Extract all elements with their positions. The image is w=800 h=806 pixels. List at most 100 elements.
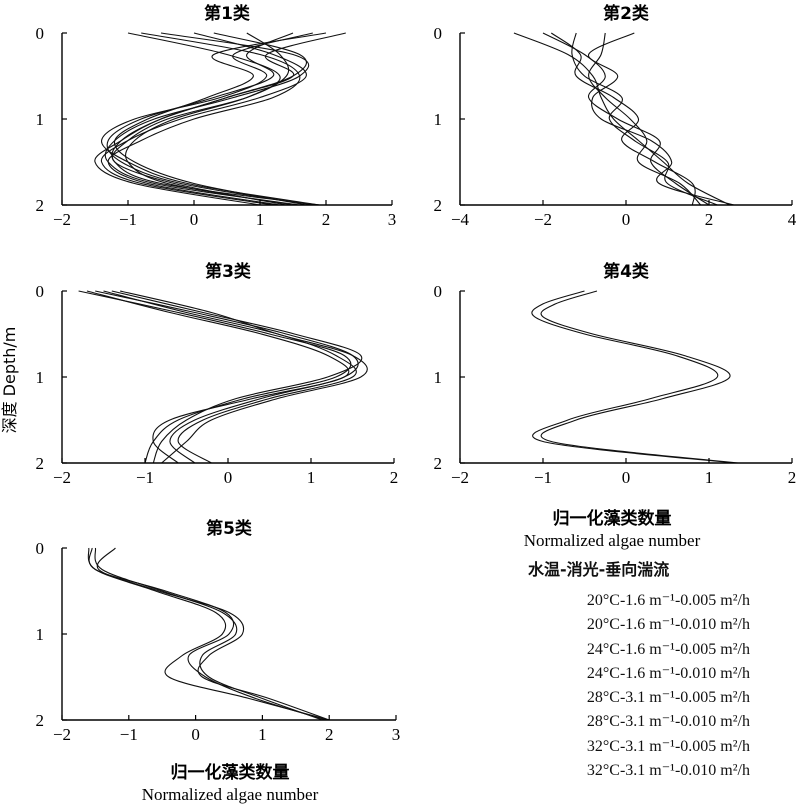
series-line <box>104 32 310 205</box>
x-tick-label: 2 <box>705 210 714 229</box>
series-line <box>588 32 735 205</box>
series-line <box>94 547 323 720</box>
x-tick-label: 2 <box>788 468 797 487</box>
y-tick-label: 1 <box>36 368 45 387</box>
panel-5: 第5类 −2 −1 0 1 2 3 0 1 2 <box>36 518 401 744</box>
series-line <box>101 32 307 205</box>
x-tick-label: 3 <box>388 210 397 229</box>
x-tick-label: 2 <box>322 210 331 229</box>
series-line <box>540 290 739 463</box>
x-tick-label: −1 <box>534 468 552 487</box>
x-tick-label: −1 <box>120 725 138 744</box>
x-tick-label: 1 <box>307 468 316 487</box>
y-tick-label: 0 <box>434 24 443 43</box>
x-tick-label: 0 <box>224 468 233 487</box>
y-tick-label: 1 <box>36 625 45 644</box>
series-line <box>106 32 313 205</box>
y-tick-label: 2 <box>434 196 443 215</box>
series-line <box>571 32 718 205</box>
panel-title: 第3类 <box>205 261 252 282</box>
y-tick-label: 2 <box>36 454 45 473</box>
series-group <box>513 32 735 205</box>
legend-item: 28°C-3.1 m⁻¹-0.005 m²/h <box>586 689 750 707</box>
x-tick-label: 0 <box>191 725 200 744</box>
x-tick-label: 4 <box>788 210 797 229</box>
legend-item: 28°C-3.1 m⁻¹-0.010 m²/h <box>586 713 750 731</box>
panel-title: 第2类 <box>603 3 650 24</box>
series-line <box>103 290 357 463</box>
y-tick-label: 0 <box>36 24 45 43</box>
series-line <box>86 290 350 463</box>
x-axis-title-en-right: Normalized algae number <box>524 531 701 550</box>
y-tick-label: 1 <box>36 110 45 129</box>
y-tick-label: 2 <box>36 196 45 215</box>
series-line <box>125 32 294 205</box>
panel-2: 第2类 −4 −2 0 2 4 0 1 2 <box>434 3 797 229</box>
panel-4: 第4类 −2 −1 0 1 2 0 1 2 <box>434 261 797 487</box>
x-tick-label: −2 <box>53 210 71 229</box>
x-axis-title-cn-right: 归一化藻类数量 <box>553 508 672 529</box>
x-tick-label: −1 <box>136 468 154 487</box>
legend-item: 24°C-1.6 m⁻¹-0.010 m²/h <box>586 664 750 682</box>
x-tick-label: −2 <box>534 210 552 229</box>
panel-title: 第1类 <box>204 3 251 24</box>
series-line <box>588 32 702 205</box>
series-line <box>113 32 327 205</box>
x-tick-label: 0 <box>190 210 199 229</box>
legend-title: 水温-消光-垂向湍流 <box>528 560 670 579</box>
panels: 第1类 −2 −1 0 1 2 3 0 1 2 第2类 −4 −2 0 2 4 0 1 2 第3类 −2 −1 0 1 2 0 1 2… <box>36 3 797 744</box>
series-line <box>96 547 330 720</box>
series-group <box>94 32 346 205</box>
series-line <box>78 290 352 463</box>
panel-title: 第5类 <box>206 518 253 539</box>
series-line <box>87 547 330 720</box>
legend-item: 20°C-1.6 m⁻¹-0.005 m²/h <box>586 592 750 609</box>
x-tick-label: −1 <box>119 210 137 229</box>
x-tick-label: 2 <box>325 725 334 744</box>
legend-item: 32°C-3.1 m⁻¹-0.010 m²/h <box>586 762 750 780</box>
y-tick-label: 2 <box>434 454 443 473</box>
y-tick-label: 1 <box>434 368 443 387</box>
y-tick-label: 0 <box>36 539 45 558</box>
legend-item: 24°C-1.6 m⁻¹-0.005 m²/h <box>586 640 750 658</box>
x-tick-label: 1 <box>258 725 267 744</box>
x-tick-label: 1 <box>705 468 714 487</box>
y-axis-title: 深度 Depth/m <box>0 327 19 434</box>
series-line <box>119 290 368 463</box>
x-tick-label: −2 <box>451 468 469 487</box>
series-group <box>78 290 368 463</box>
x-tick-label: −2 <box>53 725 71 744</box>
series-line <box>513 32 731 205</box>
panel-1: 第1类 −2 −1 0 1 2 3 0 1 2 <box>36 3 397 229</box>
y-tick-label: 0 <box>36 282 45 301</box>
series-line <box>107 32 301 205</box>
series-line <box>531 290 734 463</box>
panel-title: 第4类 <box>603 261 650 282</box>
x-tick-label: 0 <box>622 468 631 487</box>
series-line <box>111 32 290 205</box>
series-group <box>531 290 739 463</box>
series-line <box>542 32 710 205</box>
x-axis-title-en-bottom: Normalized algae number <box>142 785 319 804</box>
series-line <box>101 32 320 205</box>
legend-item: 20°C-1.6 m⁻¹-0.010 m²/h <box>586 616 750 634</box>
x-tick-label: 2 <box>390 468 399 487</box>
series-line <box>111 290 363 463</box>
y-tick-label: 0 <box>434 282 443 301</box>
x-tick-label: −2 <box>53 468 71 487</box>
x-axis-title-cn-bottom: 归一化藻类数量 <box>171 762 290 783</box>
x-tick-label: 0 <box>622 210 631 229</box>
x-tick-label: −4 <box>451 210 470 229</box>
series-line <box>88 547 327 720</box>
x-tick-label: 3 <box>392 725 401 744</box>
y-tick-label: 1 <box>434 110 443 129</box>
y-tick-label: 2 <box>36 711 45 730</box>
x-tick-label: 1 <box>256 210 265 229</box>
series-line <box>94 32 308 205</box>
legend-item: 32°C-3.1 m⁻¹-0.005 m²/h <box>586 737 750 755</box>
series-line <box>550 32 696 205</box>
panel-3: 第3类 −2 −1 0 1 2 0 1 2 <box>36 261 399 487</box>
series-group <box>87 547 330 720</box>
legend: 水温-消光-垂向湍流 20°C-1.6 m⁻¹-0.005 m²/h 20°C-… <box>520 556 790 783</box>
